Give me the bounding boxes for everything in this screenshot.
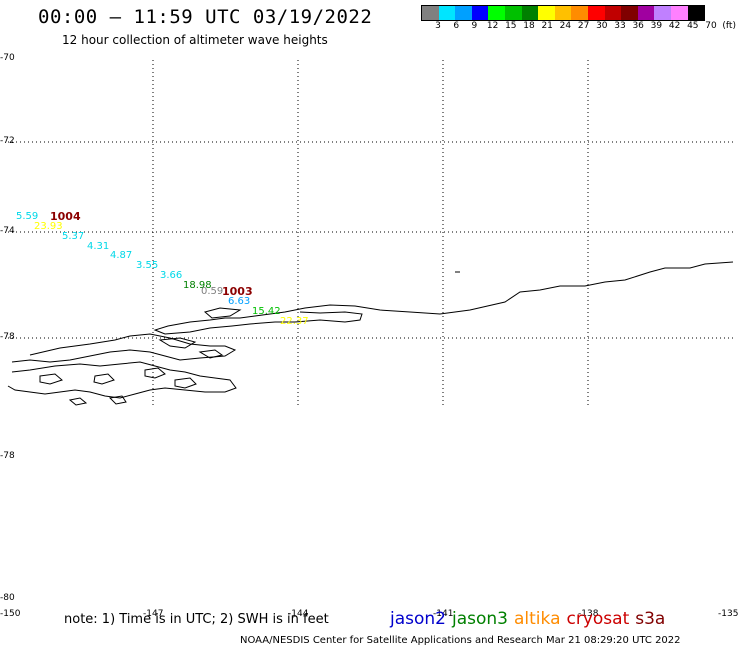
legend-cryosat: cryosat bbox=[566, 609, 630, 629]
wave-height-value: 0.59 bbox=[201, 286, 224, 297]
colorbar-swatch bbox=[504, 6, 522, 20]
lat-label: -72 bbox=[0, 136, 15, 146]
units-note: note: 1) Time is in UTC; 2) SWH is in fe… bbox=[64, 612, 329, 627]
ice-contour bbox=[39, 373, 63, 385]
wave-height-value: 5.37 bbox=[62, 231, 85, 242]
wave-height-value: 4.87 bbox=[110, 250, 133, 261]
colorbar-swatch bbox=[571, 6, 588, 20]
wave-height-value: 5.59 bbox=[16, 211, 39, 222]
legend-s3a: s3a bbox=[635, 609, 666, 629]
lon-label: -147 bbox=[143, 609, 164, 619]
wave-height-value: 15.42 bbox=[252, 306, 281, 317]
colorbar-label: 27 bbox=[577, 21, 590, 31]
colorbar-swatch bbox=[488, 6, 505, 20]
ice-contour bbox=[198, 349, 224, 359]
ice-contour bbox=[203, 307, 242, 319]
legend-altika: altika bbox=[514, 609, 561, 629]
colorbar-swatch bbox=[587, 6, 605, 20]
colorbar-swatch bbox=[621, 6, 638, 20]
colorbar-label: 3 bbox=[435, 21, 441, 31]
lat-label: -78 bbox=[0, 451, 15, 461]
coastline bbox=[7, 261, 734, 406]
ice-contour bbox=[108, 395, 127, 405]
colorbar-swatch bbox=[471, 6, 489, 20]
colorbar-label: 12 bbox=[486, 21, 499, 31]
ice-contour bbox=[174, 377, 197, 389]
colorbar-label: 6 bbox=[453, 21, 460, 31]
colorbar-label: 70 bbox=[705, 21, 717, 31]
ice-contour bbox=[158, 337, 197, 349]
wave-height-value: 3.66 bbox=[160, 270, 183, 281]
legend-jason2: jason2 bbox=[390, 609, 446, 629]
pressure-label: 1004 bbox=[50, 210, 81, 223]
pressure-label: 1003 bbox=[222, 285, 253, 298]
colorbar-swatch bbox=[604, 6, 622, 20]
colorbar-label: (ft) bbox=[722, 21, 736, 31]
map-subtitle: 12 hour collection of altimeter wave hei… bbox=[62, 33, 328, 47]
wave-height-value: 3.55 bbox=[136, 260, 159, 271]
colorbar-label: 33 bbox=[614, 21, 626, 31]
lat-label: -70 bbox=[0, 53, 15, 63]
wave-height-value: 18.98 bbox=[183, 280, 212, 291]
colorbar-labels: 3 6 9 12 15 18 21 24 27 30 33 36 39 42 45 70 (ft) bbox=[421, 21, 740, 35]
colorbar-swatch bbox=[637, 6, 655, 20]
colorbar-swatch bbox=[538, 6, 555, 20]
colorbar-swatch bbox=[687, 6, 705, 20]
lat-label: -78 bbox=[0, 332, 15, 342]
credit-footer: NOAA/NESDIS Center for Satellite Applica… bbox=[240, 635, 681, 646]
ice-shelf-edge bbox=[153, 261, 734, 335]
colorbar-label: 45 bbox=[687, 21, 699, 31]
ice-contour bbox=[93, 373, 115, 385]
colorbar-swatch bbox=[554, 6, 572, 20]
colorbar-label: 24 bbox=[559, 21, 572, 31]
colorbar-label: 42 bbox=[668, 21, 681, 31]
wave-height-colorbar bbox=[421, 5, 706, 21]
colorbar-swatch bbox=[521, 6, 539, 20]
wave-height-value: 22.37 bbox=[280, 316, 309, 327]
colorbar-label: 39 bbox=[650, 21, 663, 31]
lat-label: -80 bbox=[0, 593, 15, 603]
lon-label: -138 bbox=[578, 609, 599, 619]
satellite-legend: jason2 jason3 altika cryosat s3a bbox=[390, 609, 671, 629]
colorbar-swatch bbox=[654, 6, 671, 20]
colorbar-swatch bbox=[455, 6, 472, 20]
graticule bbox=[8, 60, 735, 405]
colorbar-swatch bbox=[438, 6, 456, 20]
lon-label: -144 bbox=[288, 609, 309, 619]
colorbar-label: 30 bbox=[596, 21, 608, 31]
colorbar-swatch bbox=[670, 6, 688, 20]
wave-height-value: 4.31 bbox=[87, 241, 110, 252]
colorbar-label: 21 bbox=[541, 21, 553, 31]
lat-label: -74 bbox=[0, 226, 15, 236]
wave-height-value: 6.63 bbox=[228, 296, 251, 307]
ice-contour bbox=[144, 367, 166, 379]
wave-height-value: 23.93 bbox=[34, 221, 63, 232]
ice-contour bbox=[68, 397, 88, 406]
lon-label: -135 bbox=[718, 609, 739, 619]
colorbar-label: 36 bbox=[632, 21, 644, 31]
colorbar-label: 18 bbox=[523, 21, 535, 31]
ice-contour bbox=[7, 361, 237, 399]
colorbar-label: 15 bbox=[505, 21, 517, 31]
coast-line bbox=[11, 333, 237, 363]
lon-label: -141 bbox=[433, 609, 454, 619]
legend-jason3: jason3 bbox=[452, 609, 508, 629]
map-title: 00:00 – 11:59 UTC 03/19/2022 bbox=[38, 6, 373, 28]
colorbar-swatch bbox=[422, 6, 439, 20]
colorbar-label: 9 bbox=[471, 21, 478, 31]
lon-label: -150 bbox=[0, 609, 21, 619]
